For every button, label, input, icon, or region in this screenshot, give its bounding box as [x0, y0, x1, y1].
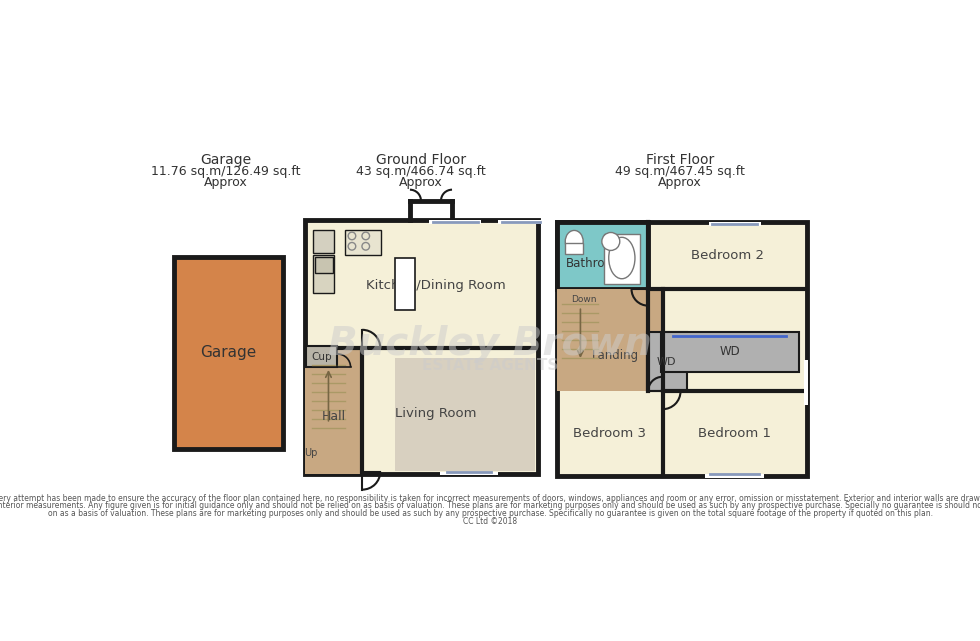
Text: 11.76 sq.m/126.49 sq.ft: 11.76 sq.m/126.49 sq.ft: [151, 165, 300, 178]
Text: Approx: Approx: [204, 176, 248, 188]
Text: Living Room: Living Room: [395, 407, 477, 420]
Text: Approx: Approx: [399, 176, 443, 188]
Bar: [557, 222, 648, 289]
Bar: [314, 229, 334, 253]
Bar: [315, 257, 332, 272]
Text: WD: WD: [719, 345, 740, 358]
Bar: [498, 220, 543, 224]
Ellipse shape: [609, 237, 635, 279]
Bar: [604, 234, 640, 283]
Text: Cup: Cup: [312, 352, 332, 362]
Text: Up: Up: [304, 447, 318, 458]
Bar: [395, 358, 535, 470]
Ellipse shape: [565, 230, 583, 253]
Bar: [661, 332, 799, 372]
Text: Garage: Garage: [200, 345, 257, 360]
Text: Bedroom 2: Bedroom 2: [691, 249, 764, 262]
Bar: [314, 254, 334, 292]
Text: Garage: Garage: [200, 153, 251, 167]
Text: Ground Floor: Ground Floor: [376, 153, 466, 167]
Bar: [565, 243, 583, 254]
Text: WD: WD: [657, 356, 676, 367]
Bar: [305, 220, 538, 474]
Text: CC Ltd ©2018: CC Ltd ©2018: [463, 517, 517, 526]
Bar: [440, 472, 498, 476]
Bar: [307, 346, 337, 367]
Text: 43 sq.m/466.74 sq.ft: 43 sq.m/466.74 sq.ft: [356, 165, 486, 178]
Text: Hall: Hall: [321, 410, 346, 423]
Circle shape: [602, 233, 619, 251]
Bar: [805, 360, 808, 405]
Text: Approx: Approx: [658, 176, 702, 188]
Text: Down: Down: [570, 295, 596, 304]
Text: Whilst every attempt has been made to ensure the accuracy of the floor plan cont: Whilst every attempt has been made to en…: [0, 494, 980, 503]
Bar: [709, 222, 760, 226]
Text: Bedroom 1: Bedroom 1: [698, 427, 771, 440]
Bar: [305, 348, 363, 474]
Text: based on interior measurements. Any figure given is for initial guidance only an: based on interior measurements. Any figu…: [0, 501, 980, 510]
Bar: [557, 289, 662, 391]
Text: Buckley Brown: Buckley Brown: [328, 326, 652, 363]
Bar: [173, 256, 283, 449]
Bar: [647, 332, 687, 391]
Text: Bedroom 3: Bedroom 3: [573, 427, 646, 440]
Bar: [395, 258, 416, 310]
Text: Landing: Landing: [591, 349, 639, 362]
Text: 49 sq.m/467.45 sq.ft: 49 sq.m/467.45 sq.ft: [614, 165, 745, 178]
Text: Bathroom: Bathroom: [565, 257, 624, 270]
Bar: [867, 222, 919, 226]
Text: First Floor: First Floor: [646, 153, 714, 167]
Bar: [557, 222, 807, 476]
Text: on as a basis of valuation. These plans are for marketing purposes only and shou: on as a basis of valuation. These plans …: [47, 509, 933, 518]
Bar: [345, 229, 381, 254]
Text: Kitchen/Dining Room: Kitchen/Dining Room: [367, 279, 506, 292]
Bar: [706, 474, 764, 478]
Bar: [429, 220, 481, 224]
Text: ESTATE AGENTS: ESTATE AGENTS: [421, 358, 559, 372]
